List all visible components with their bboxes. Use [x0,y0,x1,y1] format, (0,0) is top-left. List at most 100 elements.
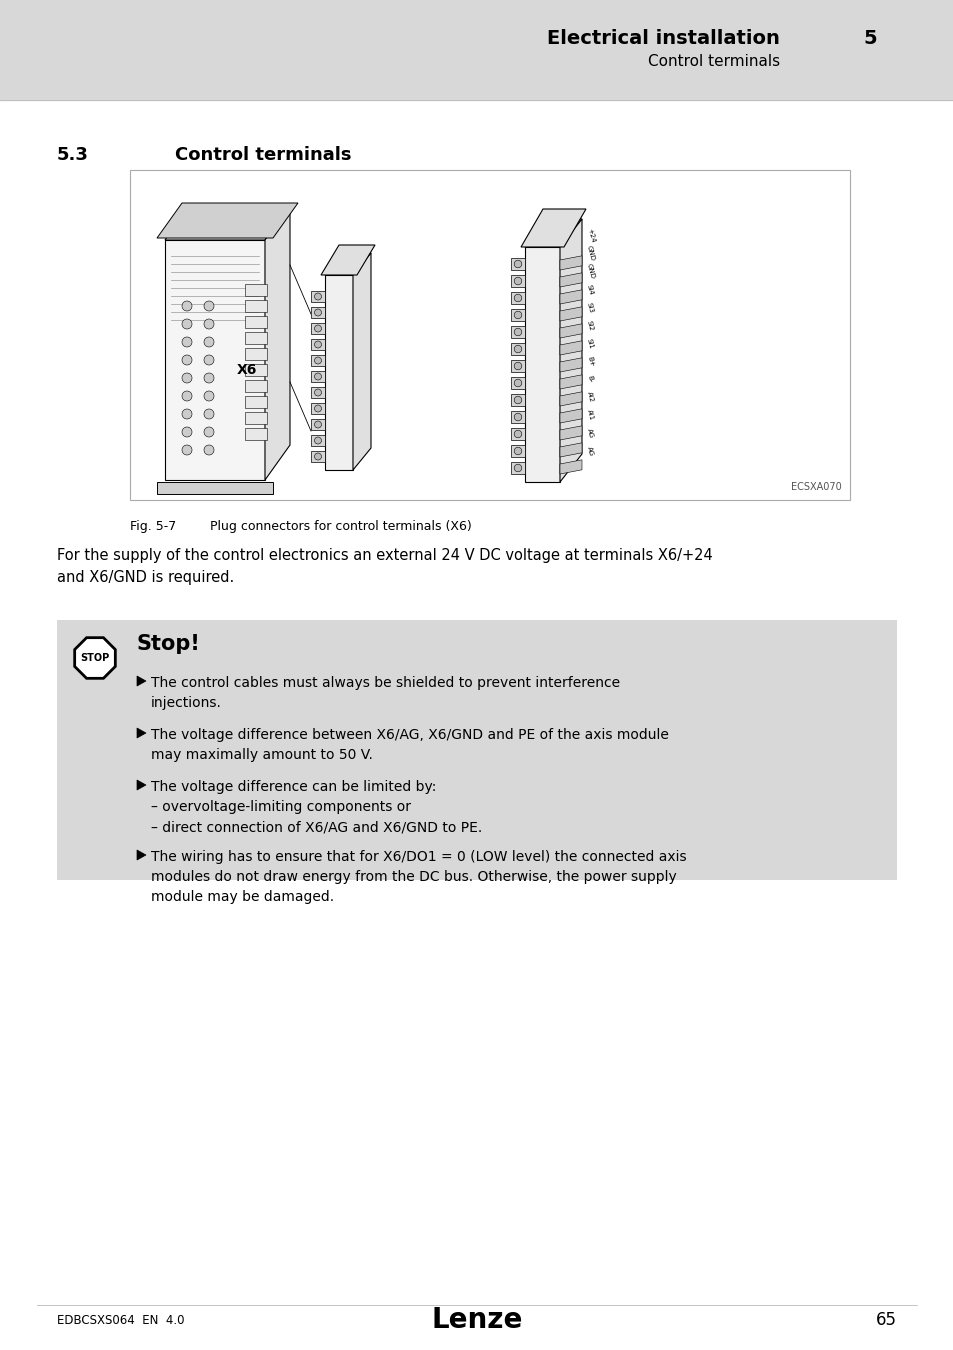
Polygon shape [520,209,585,247]
Circle shape [204,446,213,455]
Bar [130,170,849,500]
Text: Stop!: Stop! [137,634,200,653]
Circle shape [314,342,321,348]
Bar [0,0,953,100]
Polygon shape [325,275,353,470]
Polygon shape [559,273,581,288]
Polygon shape [165,240,265,481]
Polygon shape [511,325,524,338]
Text: Electrical installation: Electrical installation [547,28,780,47]
Bar [245,364,267,377]
Text: For the supply of the control electronics an external 24 V DC voltage at termina: For the supply of the control electronic… [57,548,712,563]
Circle shape [182,319,192,329]
Polygon shape [137,850,146,860]
Bar [245,412,267,424]
Bar [245,396,267,408]
Polygon shape [559,324,581,338]
Polygon shape [559,358,581,373]
Polygon shape [511,258,524,270]
Polygon shape [320,244,375,275]
Text: SI4: SI4 [585,284,594,296]
Text: AI1: AI1 [585,409,594,421]
Polygon shape [353,252,371,470]
Text: Control terminals: Control terminals [174,146,351,163]
Polygon shape [559,443,581,458]
Bar [245,379,267,391]
Circle shape [204,301,213,310]
Text: SI1: SI1 [585,338,594,350]
Bar [245,428,267,440]
Text: AI2: AI2 [585,392,594,404]
Circle shape [204,319,213,329]
Polygon shape [311,404,325,414]
Polygon shape [311,292,325,302]
Polygon shape [559,425,581,440]
Text: The voltage difference can be limited by:
– overvoltage-limiting components or
–: The voltage difference can be limited by… [151,780,482,834]
Circle shape [182,446,192,455]
Circle shape [314,309,321,316]
Circle shape [514,346,521,352]
Polygon shape [265,205,290,481]
Polygon shape [325,252,371,275]
Polygon shape [559,392,581,406]
Text: Plug connectors for control terminals (X6): Plug connectors for control terminals (X… [210,520,471,533]
Polygon shape [511,428,524,440]
Polygon shape [511,377,524,389]
Circle shape [204,373,213,383]
Polygon shape [311,306,325,319]
Polygon shape [511,292,524,304]
Polygon shape [511,410,524,423]
Polygon shape [559,219,581,482]
Circle shape [514,464,521,471]
Circle shape [314,437,321,444]
Text: GND: GND [585,244,596,262]
Text: Fig. 5-7: Fig. 5-7 [130,520,176,533]
Circle shape [514,413,521,421]
Text: The wiring has to ensure that for X6/DO1 = 0 (LOW level) the connected axis
modu: The wiring has to ensure that for X6/DO1… [151,850,686,904]
Polygon shape [511,394,524,406]
Polygon shape [511,309,524,321]
Bar [245,284,267,296]
Polygon shape [311,355,325,366]
Circle shape [182,373,192,383]
Bar [245,300,267,312]
Circle shape [204,427,213,437]
Polygon shape [74,637,115,678]
Text: B+: B+ [585,355,594,367]
Polygon shape [524,219,581,247]
Polygon shape [559,460,581,474]
Polygon shape [559,306,581,321]
Text: EDBCSXS064  EN  4.0: EDBCSXS064 EN 4.0 [57,1314,184,1327]
Circle shape [182,338,192,347]
Text: X6: X6 [236,363,257,377]
Circle shape [514,312,521,319]
Text: 5.3: 5.3 [57,146,89,163]
Circle shape [204,392,213,401]
Circle shape [514,379,521,387]
Polygon shape [165,205,290,240]
Polygon shape [559,409,581,423]
Polygon shape [559,375,581,389]
Polygon shape [511,446,524,458]
Text: The voltage difference between X6/AG, X6/GND and PE of the axis module
may maxim: The voltage difference between X6/AG, X6… [151,728,668,761]
Circle shape [514,294,521,302]
Circle shape [182,355,192,364]
Polygon shape [311,435,325,446]
Bar [245,348,267,360]
Circle shape [514,362,521,370]
Text: Lenze: Lenze [431,1305,522,1334]
Bar [245,316,267,328]
Circle shape [182,301,192,310]
Polygon shape [311,418,325,431]
Text: 65: 65 [875,1311,896,1328]
Circle shape [514,328,521,336]
Text: AG: AG [585,446,594,456]
Text: SI3: SI3 [585,301,594,313]
Circle shape [204,338,213,347]
Polygon shape [137,780,146,790]
Text: +24: +24 [585,227,595,243]
Bar [57,620,896,880]
Polygon shape [311,339,325,350]
Text: The control cables must always be shielded to prevent interference
injections.: The control cables must always be shield… [151,676,619,710]
Bar [157,482,273,494]
